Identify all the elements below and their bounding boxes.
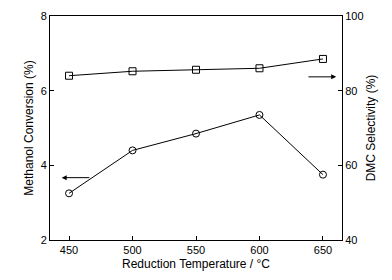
svg-text:4: 4 <box>41 159 47 171</box>
svg-text:8: 8 <box>41 10 47 22</box>
svg-text:2: 2 <box>41 234 47 246</box>
svg-text:100: 100 <box>345 10 363 22</box>
svg-text:80: 80 <box>345 85 357 97</box>
svg-text:600: 600 <box>250 244 268 256</box>
svg-text:6: 6 <box>41 85 47 97</box>
svg-text:DMC Selectivity (%): DMC Selectivity (%) <box>364 75 378 182</box>
svg-text:500: 500 <box>123 244 141 256</box>
svg-text:550: 550 <box>187 244 205 256</box>
svg-text:Reduction Temperature / °C: Reduction Temperature / °C <box>122 257 270 271</box>
svg-text:60: 60 <box>345 159 357 171</box>
svg-text:650: 650 <box>314 244 332 256</box>
svg-text:Methanol Conversion (%): Methanol Conversion (%) <box>22 60 36 195</box>
svg-text:40: 40 <box>345 234 357 246</box>
svg-text:450: 450 <box>60 244 78 256</box>
